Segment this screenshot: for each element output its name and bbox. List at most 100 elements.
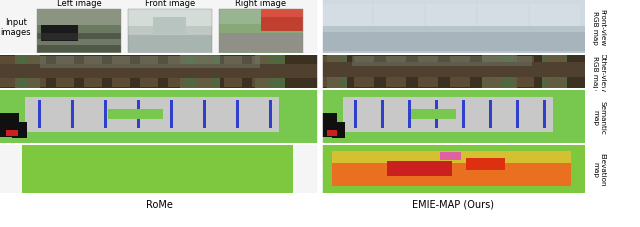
Bar [236,101,239,128]
Bar [25,98,303,132]
Bar [12,122,27,138]
Bar [322,57,342,88]
Bar [137,101,140,128]
Bar [0,114,19,137]
Bar [322,27,585,54]
Bar [482,55,517,90]
Bar [252,57,270,88]
Bar [322,33,585,52]
Bar [37,40,121,46]
Bar [37,10,121,26]
Bar [37,10,121,54]
Bar [322,0,585,27]
Bar [408,101,411,128]
Bar [38,101,41,128]
Bar [224,57,242,88]
Bar [322,114,337,137]
Bar [343,98,572,132]
Bar [0,144,22,194]
Bar [543,101,546,128]
Bar [261,10,303,32]
Bar [196,57,214,88]
Text: RoMe: RoMe [145,199,172,209]
Text: Other-view
RGB map: Other-view RGB map [593,53,605,92]
Text: Input
images: Input images [1,18,31,37]
Bar [279,95,317,143]
Bar [219,10,303,25]
Bar [203,101,206,128]
Bar [450,57,470,88]
Bar [411,109,456,119]
Bar [440,152,461,160]
Text: EMIE-MAP (Ours): EMIE-MAP (Ours) [413,199,495,209]
Bar [28,57,46,88]
Bar [530,5,580,27]
Bar [180,55,220,90]
Bar [329,151,576,163]
Bar [153,18,186,35]
Bar [478,5,528,27]
Bar [0,90,318,144]
Bar [0,193,640,195]
Bar [170,101,173,128]
Bar [6,131,18,136]
Bar [354,101,357,128]
Bar [293,144,318,194]
Bar [168,57,186,88]
Bar [128,36,212,53]
Bar [374,5,424,27]
Bar [219,34,303,53]
Bar [322,90,585,144]
Bar [219,10,303,54]
Bar [462,101,465,128]
Bar [322,144,332,194]
Text: Front image: Front image [145,0,195,8]
Bar [104,101,107,128]
Bar [387,161,452,176]
Bar [322,5,372,27]
Bar [112,57,130,88]
Bar [140,57,158,88]
Bar [426,5,476,27]
Text: Elevation
map: Elevation map [593,153,605,186]
Text: Semantic
map: Semantic map [593,100,605,134]
Bar [329,151,576,186]
Bar [261,10,303,18]
Text: Left image: Left image [56,0,101,8]
Bar [0,57,18,88]
Bar [0,143,640,145]
Bar [327,131,337,136]
Bar [37,34,121,53]
Bar [40,57,260,69]
Bar [0,55,318,90]
Bar [322,0,585,55]
Bar [332,122,345,138]
Bar [0,0,320,55]
Bar [56,57,74,88]
Bar [269,101,272,128]
Bar [489,101,492,128]
Bar [41,34,78,41]
Bar [0,54,640,56]
Bar [546,57,566,88]
Bar [128,10,212,54]
Bar [322,63,585,78]
Bar [553,95,584,143]
Bar [354,57,374,88]
Bar [0,144,318,194]
Bar [128,10,212,54]
Bar [322,55,585,90]
Bar [542,55,567,90]
Bar [516,101,519,128]
Bar [41,26,78,42]
Bar [322,144,585,194]
Bar [386,57,406,88]
Bar [37,10,121,54]
Bar [482,57,502,88]
Bar [71,101,74,128]
Bar [128,10,212,27]
Bar [0,89,640,91]
Text: Right image: Right image [236,0,287,8]
Bar [352,57,532,67]
Bar [0,65,318,79]
